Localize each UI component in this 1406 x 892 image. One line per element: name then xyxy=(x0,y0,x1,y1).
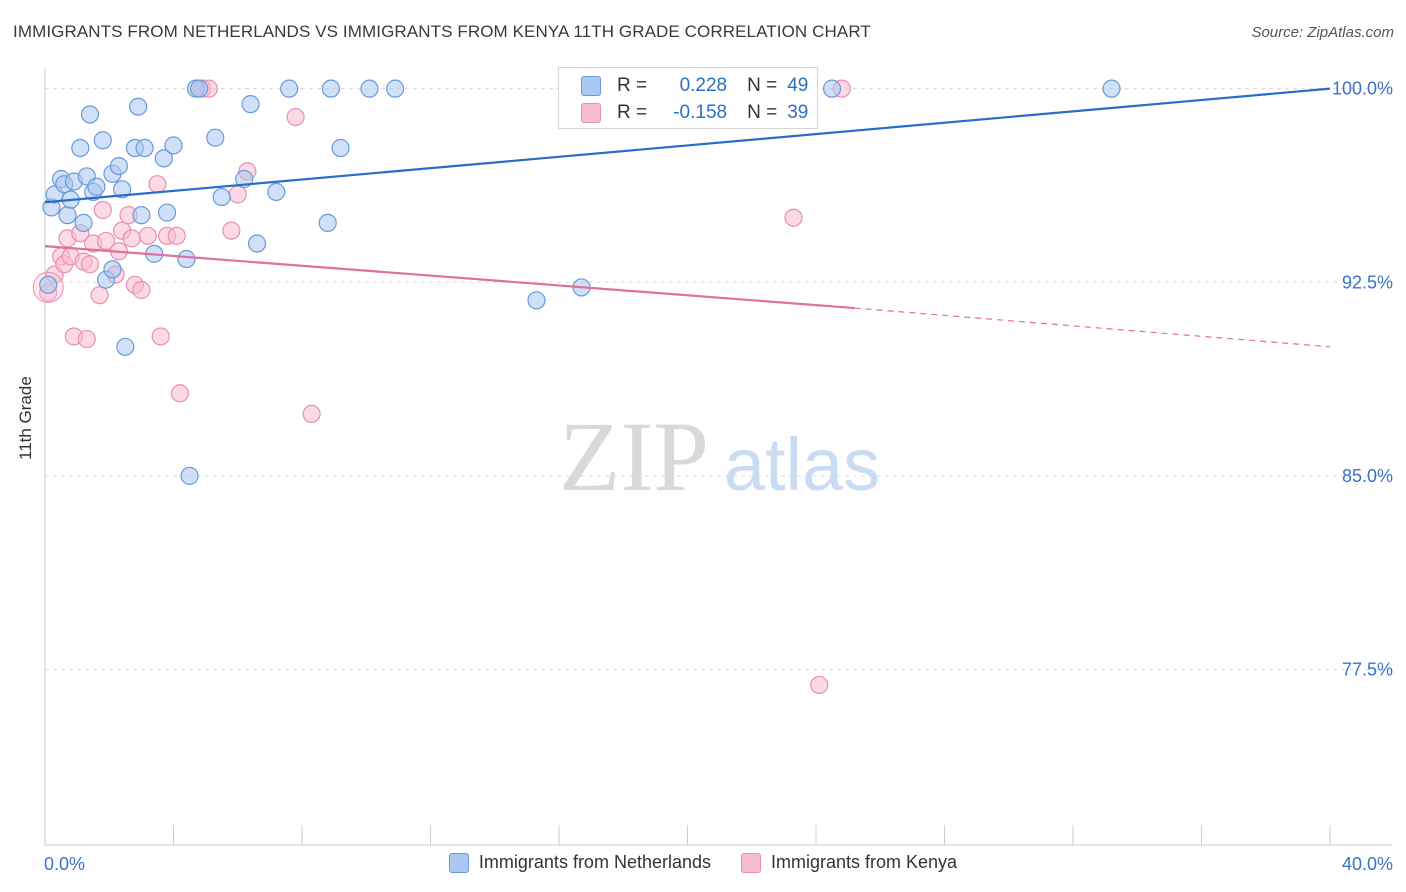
kenya-point-13 xyxy=(93,200,112,220)
kenya-point-30 xyxy=(222,221,241,240)
netherlands-point-23 xyxy=(132,206,151,225)
netherlands-point-29 xyxy=(177,249,196,269)
kenya-point-24 xyxy=(151,327,170,346)
watermark-zip: ZIP xyxy=(559,401,709,512)
netherlands-point-43 xyxy=(360,79,379,98)
y-tick-label-1: 85.0% xyxy=(1342,466,1393,486)
stats-r-netherlands: 0.228 xyxy=(679,75,728,96)
legend-swatch-netherlands xyxy=(448,852,469,873)
x-tick-label-0: 0.0% xyxy=(44,854,85,874)
netherlands-point-20 xyxy=(116,337,135,356)
kenya-point-26 xyxy=(167,226,186,245)
netherlands-point-38 xyxy=(267,182,286,202)
netherlands-point-27 xyxy=(157,203,177,222)
netherlands-point-14 xyxy=(93,131,112,150)
legend-item-netherlands[interactable]: Immigrants from Netherlands xyxy=(448,852,711,873)
netherlands-points xyxy=(39,79,1121,485)
stats-r-label: R = xyxy=(617,102,648,123)
x-tick-label-1: 40.0% xyxy=(1342,854,1393,874)
watermark-atlas: atlas xyxy=(724,423,880,506)
netherlands-point-9 xyxy=(74,213,93,232)
watermark: ZIP atlas xyxy=(559,401,880,512)
netherlands-point-47 xyxy=(822,79,842,98)
stats-r-kenya: -0.158 xyxy=(673,102,728,123)
kenya-trend-line-dashed xyxy=(854,307,1331,348)
kenya-point-19 xyxy=(122,229,141,248)
kenya-point-23 xyxy=(148,175,167,194)
kenya-points xyxy=(32,79,851,695)
legend-label-netherlands: Immigrants from Netherlands xyxy=(478,852,711,872)
kenya-point-9 xyxy=(77,329,96,349)
stats-row-kenya: R = -0.158 N = 39 xyxy=(581,100,808,126)
netherlands-point-32 xyxy=(190,79,209,98)
netherlands-point-8 xyxy=(71,138,90,158)
netherlands-point-37 xyxy=(247,234,267,253)
netherlands-point-42 xyxy=(331,138,350,158)
netherlands-point-34 xyxy=(212,187,231,207)
netherlands-point-41 xyxy=(321,79,341,98)
stats-row-netherlands: R = 0.228 N = 49 xyxy=(581,73,808,99)
netherlands-point-16 xyxy=(103,260,122,279)
kenya-point-33 xyxy=(286,107,305,127)
netherlands-point-0 xyxy=(39,275,58,294)
kenya-point-10 xyxy=(80,255,100,274)
axes xyxy=(44,68,1392,846)
stats-swatch-kenya xyxy=(581,103,601,123)
netherlands-point-24 xyxy=(135,138,154,158)
netherlands-point-28 xyxy=(164,136,183,155)
kenya-point-22 xyxy=(138,226,157,245)
legend-label-kenya: Immigrants from Kenya xyxy=(771,852,958,872)
legend-item-kenya[interactable]: Immigrants from Kenya xyxy=(741,852,957,873)
legend: Immigrants from Netherlands Immigrants f… xyxy=(0,852,1406,873)
netherlands-point-39 xyxy=(280,79,299,98)
stats-n-label: N = xyxy=(747,75,778,96)
kenya-point-36 xyxy=(810,675,829,695)
netherlands-point-45 xyxy=(527,291,546,310)
kenya-point-31 xyxy=(228,185,247,204)
netherlands-point-40 xyxy=(318,213,337,232)
y-tick-label-2: 92.5% xyxy=(1342,272,1393,292)
kenya-trend-line xyxy=(44,245,855,310)
netherlands-point-26 xyxy=(154,149,173,168)
netherlands-point-33 xyxy=(206,128,225,147)
source-label: Source: ZipAtlas.com xyxy=(1251,24,1394,41)
kenya-point-14 xyxy=(96,231,116,251)
stats-box: R = 0.228 N = 49 R = -0.158 N = 39 xyxy=(558,67,818,129)
stats-n-label: N = xyxy=(747,102,778,123)
y-axis-label: 11th Grade xyxy=(16,376,35,460)
netherlands-point-30 xyxy=(180,466,199,485)
netherlands-trend-line xyxy=(44,87,1331,204)
kenya-point-34 xyxy=(302,404,321,424)
netherlands-point-11 xyxy=(80,105,100,124)
tick-labels: 77.5% 85.0% 92.5% 100.0% 0.0% 40.0% xyxy=(44,79,1393,874)
y-tick-label-3: 100.0% xyxy=(1332,79,1393,99)
netherlands-point-18 xyxy=(109,156,128,176)
netherlands-point-5 xyxy=(58,206,77,225)
netherlands-point-48 xyxy=(1102,79,1121,98)
netherlands-point-13 xyxy=(87,177,106,196)
stats-swatch-netherlands xyxy=(581,76,601,96)
kenya-point-21 xyxy=(132,280,151,300)
y-tick-label-0: 77.5% xyxy=(1342,659,1393,679)
kenya-point-27 xyxy=(170,384,190,403)
trend-lines xyxy=(44,87,1331,348)
netherlands-point-36 xyxy=(241,95,260,114)
netherlands-point-22 xyxy=(129,97,148,116)
stats-r-label: R = xyxy=(617,75,648,96)
netherlands-point-44 xyxy=(386,79,405,98)
chart-title: IMMIGRANTS FROM NETHERLANDS VS IMMIGRANT… xyxy=(13,22,871,41)
netherlands-point-19 xyxy=(112,180,132,199)
stats-n-netherlands: 49 xyxy=(787,75,809,96)
kenya-point-35 xyxy=(784,208,803,227)
legend-swatch-kenya xyxy=(741,852,761,873)
kenya-point-12 xyxy=(90,286,109,305)
stats-n-kenya: 39 xyxy=(787,102,809,123)
